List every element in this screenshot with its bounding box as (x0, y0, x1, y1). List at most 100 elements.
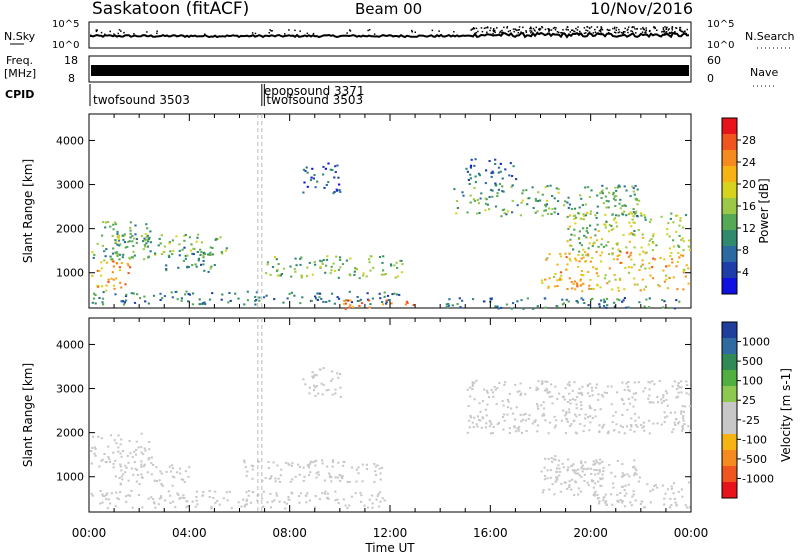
heatmap-cell (366, 292, 369, 295)
heatmap-cell (569, 402, 572, 405)
heatmap-cell (578, 230, 581, 233)
heatmap-cell (521, 192, 524, 195)
heatmap-cell (531, 186, 534, 189)
heatmap-cell (480, 426, 483, 429)
nsearch-point (411, 29, 413, 32)
heatmap-cell (545, 199, 549, 202)
heatmap-cell (159, 470, 162, 473)
heatmap-cell (210, 265, 213, 268)
heatmap-cell (134, 467, 137, 470)
heatmap-cell (274, 477, 277, 480)
heatmap-cell (471, 383, 475, 386)
heatmap-cell (516, 390, 519, 393)
heatmap-cell (580, 197, 583, 200)
heatmap-cell (372, 266, 375, 269)
colorbar-swatch (722, 198, 737, 215)
heatmap-cell (472, 426, 475, 428)
heatmap-cell (615, 195, 618, 198)
heatmap-cell (363, 504, 366, 507)
heatmap-cell (120, 286, 123, 289)
heatmap-cell (194, 263, 197, 266)
nsearch-point (577, 26, 579, 28)
heatmap-cell (524, 393, 527, 396)
velocity-colorbar-label: Velocity [m s-1] (779, 368, 793, 462)
heatmap-cell (124, 464, 127, 467)
nsearch-point (471, 28, 473, 31)
heatmap-cell (625, 214, 628, 217)
heatmap-cell (572, 214, 576, 217)
heatmap-cell (133, 254, 136, 257)
heatmap-cell (273, 256, 277, 258)
heatmap-cell (305, 494, 308, 497)
nsearch-point (499, 30, 502, 33)
heatmap-cell (334, 392, 337, 395)
heatmap-cell (600, 238, 604, 241)
heatmap-cell (512, 302, 515, 305)
nsearch-point (502, 31, 504, 34)
heatmap-cell (589, 307, 592, 310)
heatmap-cell (149, 250, 152, 253)
heatmap-cell (554, 207, 557, 210)
heatmap-cell (618, 431, 621, 434)
heatmap-cell (649, 501, 652, 504)
heatmap-cell (149, 241, 152, 244)
heatmap-cell (591, 417, 594, 420)
nsearch-point (653, 26, 655, 29)
heatmap-cell (258, 296, 261, 299)
nsearch-point (585, 29, 587, 31)
heatmap-cell (467, 178, 470, 181)
heatmap-cell (675, 388, 679, 391)
heatmap-cell (334, 490, 337, 493)
heatmap-cell (107, 281, 110, 283)
heatmap-cell (589, 210, 592, 213)
nsearch-point (613, 27, 616, 30)
heatmap-cell (311, 167, 314, 170)
heatmap-cell (115, 491, 118, 494)
heatmap-cell (315, 459, 318, 462)
heatmap-cell (246, 299, 249, 302)
heatmap-cell (511, 412, 515, 415)
heatmap-cell (327, 162, 330, 165)
heatmap-cell (102, 221, 105, 224)
heatmap-cell (134, 453, 138, 456)
heatmap-cell (368, 306, 371, 309)
heatmap-cell (208, 496, 211, 498)
nsearch-point (349, 29, 351, 31)
colorbar-swatch (722, 278, 737, 295)
nsearch-label: N.Search (745, 30, 795, 43)
heatmap-cell (610, 224, 613, 227)
heatmap-cell (125, 466, 128, 469)
heatmap-cell (625, 492, 628, 495)
heatmap-cell (590, 386, 593, 389)
heatmap-cell (100, 459, 103, 462)
heatmap-cell (305, 501, 308, 504)
heatmap-cell (484, 197, 487, 200)
heatmap-cell (583, 214, 586, 217)
nsearch-point (631, 26, 634, 28)
nsearch-point (269, 29, 271, 31)
heatmap-cell (633, 234, 636, 237)
heatmap-cell (339, 190, 342, 193)
heatmap-cell (101, 297, 105, 300)
nsearch-point (535, 26, 537, 29)
power-heatmap (91, 158, 691, 310)
nsearch-point (288, 29, 290, 31)
nsearch-point (562, 29, 564, 31)
heatmap-cell (630, 225, 633, 228)
heatmap-cell (120, 455, 123, 458)
heatmap-cell (567, 458, 570, 461)
heatmap-cell (319, 368, 322, 371)
heatmap-cell (117, 239, 121, 242)
heatmap-cell (154, 253, 157, 256)
heatmap-cell (331, 169, 334, 171)
heatmap-cell (680, 254, 683, 257)
heatmap-cell (576, 285, 579, 288)
heatmap-cell (356, 296, 359, 298)
heatmap-cell (103, 495, 106, 498)
heatmap-cell (192, 253, 195, 256)
heatmap-cell (577, 212, 580, 215)
heatmap-cell (245, 500, 248, 502)
nsearch-point (578, 32, 580, 35)
heatmap-cell (653, 258, 657, 261)
heatmap-cell (321, 459, 324, 462)
